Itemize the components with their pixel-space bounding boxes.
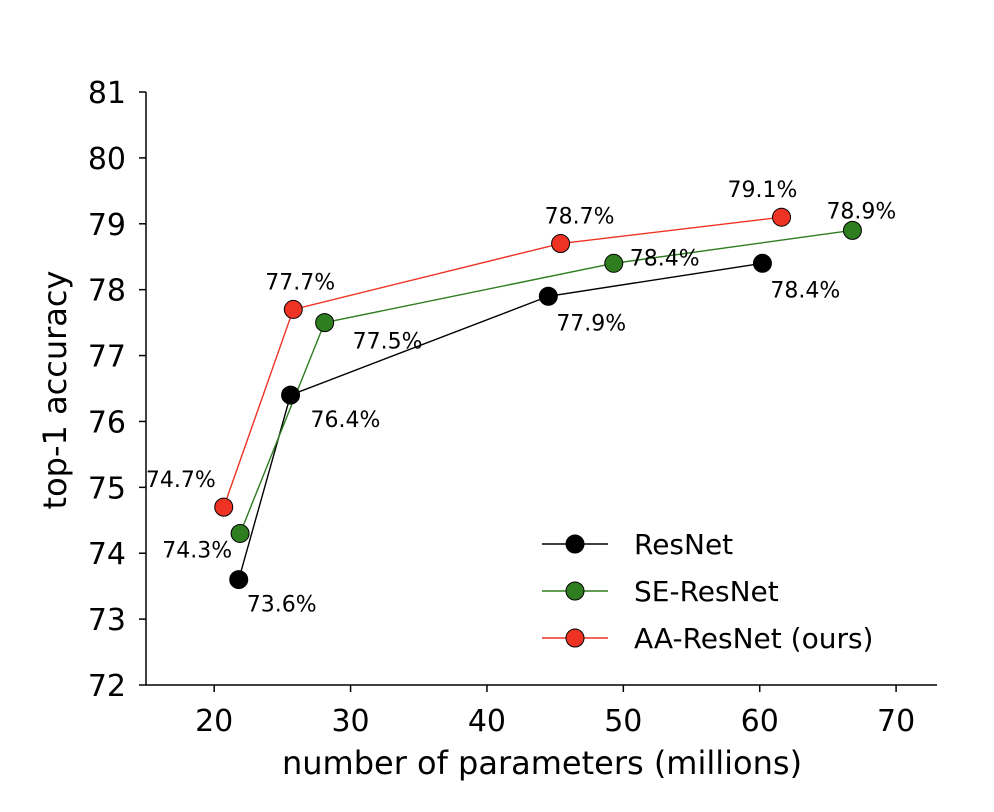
y-tick-label: 72 — [88, 669, 126, 704]
x-axis-title: number of parameters (millions) — [282, 744, 802, 782]
data-point — [214, 497, 234, 517]
y-axis-title: top-1 accuracy — [36, 271, 74, 510]
series-line-1 — [239, 229, 853, 534]
data-label: 77.7% — [265, 270, 335, 295]
data-point — [604, 253, 624, 273]
y-tick-label: 75 — [88, 471, 126, 506]
x-tick-label: 50 — [604, 704, 642, 739]
data-point — [551, 234, 571, 254]
y-tick-label: 77 — [88, 340, 126, 375]
data-label: 77.9% — [556, 311, 626, 336]
data-labels: 73.6% 76.4% 77.9% 78.4% 74.3% 77.5% 78.4% 78.9%… — [146, 178, 896, 617]
legend-marker — [565, 581, 585, 601]
x-tick-label: 40 — [468, 704, 506, 739]
data-label: 78.4% — [770, 278, 840, 303]
legend-marker — [565, 534, 585, 554]
data-label: 77.5% — [353, 330, 423, 355]
data-label: 76.4% — [311, 408, 381, 433]
data-point — [281, 385, 301, 405]
legend-entry: ResNet — [634, 528, 733, 561]
data-point — [315, 313, 335, 333]
data-label: 74.7% — [146, 468, 216, 493]
data-label: 79.1% — [728, 178, 798, 203]
data-label: 78.9% — [826, 199, 896, 224]
data-point — [283, 299, 303, 319]
data-point — [752, 253, 772, 273]
data-point — [538, 286, 558, 306]
x-tick-label: 30 — [331, 704, 369, 739]
y-tick-label: 73 — [88, 603, 126, 638]
y-tick-label: 78 — [88, 274, 126, 309]
data-label: 73.6% — [247, 593, 317, 618]
x-tick-label: 70 — [877, 704, 915, 739]
data-point — [772, 207, 792, 227]
legend: ResNet SE-ResNet AA-ResNet (ours) — [542, 528, 873, 655]
y-tick-label: 80 — [88, 142, 126, 177]
y-tick-label: 76 — [88, 405, 126, 440]
legend-marker — [565, 628, 585, 648]
x-tick-label: 20 — [195, 704, 233, 739]
data-label: 78.7% — [545, 205, 615, 230]
series-layer — [214, 207, 862, 590]
axes: 72 73 74 75 76 77 78 79 80 81 20 30 40 50 60 70 — [88, 76, 937, 739]
data-point — [842, 220, 862, 240]
data-point — [229, 570, 249, 590]
legend-entry: SE-ResNet — [634, 575, 779, 608]
data-point — [230, 523, 250, 543]
x-tick-label: 60 — [741, 704, 779, 739]
series-line-2 — [223, 216, 782, 508]
y-tick-label: 81 — [88, 76, 126, 111]
data-label: 78.4% — [630, 246, 700, 271]
legend-entry: AA-ResNet (ours) — [634, 622, 873, 655]
series-line-0 — [238, 262, 763, 580]
y-tick-label: 79 — [88, 208, 126, 243]
data-label: 74.3% — [162, 538, 232, 563]
y-tick-label: 74 — [88, 537, 126, 572]
